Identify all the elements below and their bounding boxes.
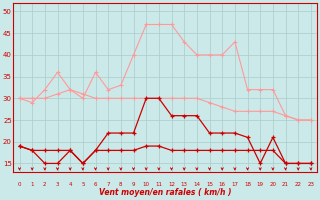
X-axis label: Vent moyen/en rafales ( km/h ): Vent moyen/en rafales ( km/h ) — [99, 188, 231, 197]
